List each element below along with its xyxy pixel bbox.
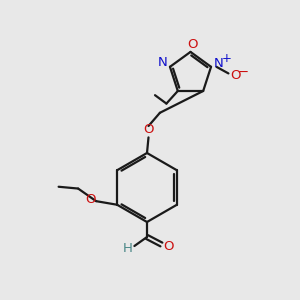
- Text: O: O: [230, 69, 240, 82]
- Text: H: H: [123, 242, 133, 256]
- Text: N: N: [157, 56, 167, 69]
- Text: O: O: [187, 38, 198, 51]
- Text: O: O: [85, 193, 95, 206]
- Text: +: +: [222, 52, 232, 65]
- Text: N: N: [213, 57, 223, 70]
- Text: O: O: [143, 123, 154, 136]
- Text: −: −: [238, 65, 249, 78]
- Text: O: O: [163, 240, 173, 254]
